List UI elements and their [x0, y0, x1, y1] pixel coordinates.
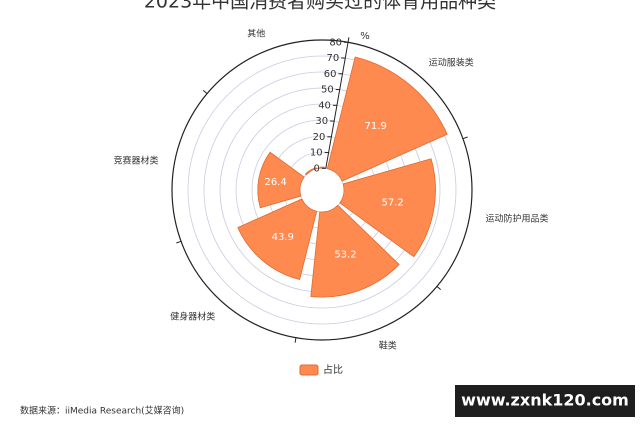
grid-circle: [187, 55, 457, 325]
bar: [237, 198, 318, 280]
angle-tick: [294, 337, 297, 343]
angle-tick: [347, 37, 350, 43]
value-label: 53.2: [334, 249, 356, 260]
radial-tick-label: 30: [315, 116, 328, 127]
angle-tick: [436, 286, 442, 291]
value-label: 26.4: [264, 177, 286, 188]
value-label: 71.9: [365, 121, 387, 132]
value-label: 43.9: [272, 232, 294, 243]
watermark-bg: [455, 385, 635, 417]
watermark: www.zxnk120.com: [461, 391, 629, 410]
value-label: 0.6: [305, 160, 321, 171]
angle-tick: [176, 240, 182, 244]
axis-unit: %: [360, 31, 370, 42]
bar: [304, 166, 325, 176]
category-label: 鞋类: [379, 339, 397, 351]
grid-circle: [171, 39, 473, 341]
legend-swatch: [299, 364, 319, 376]
radial-tick-label: 60: [324, 69, 337, 80]
category-label: 运动服装类: [429, 56, 474, 68]
category-label: 其他: [247, 28, 265, 40]
source: 数据来源：iiMedia Research(艾媒咨询): [20, 405, 184, 417]
category-label: 运动防护用品类: [485, 212, 548, 224]
radial-tick-label: 20: [313, 132, 326, 143]
radial-tick-label: 0: [313, 163, 319, 174]
bar: [339, 158, 436, 258]
radial-tick-label: 10: [310, 148, 323, 159]
bar: [326, 56, 448, 182]
value-label: 57.2: [382, 197, 404, 208]
angle-tick: [202, 89, 208, 94]
radial-tick-label: 40: [318, 100, 331, 111]
grid-circle: [203, 71, 441, 309]
legend-label: 占比: [323, 363, 343, 376]
bar: [257, 151, 305, 209]
angle-tick: [462, 136, 468, 140]
bar: [310, 204, 400, 298]
radial-tick-label: 70: [327, 53, 340, 64]
radial-tick-label: 80: [329, 37, 342, 48]
category-label: 健身器材类: [170, 311, 215, 323]
radial-tick-label: 50: [321, 85, 334, 96]
chart-title: 2023年中国消费者购买过的体育用品种类: [144, 0, 496, 13]
category-label: 竞赛器材类: [114, 155, 159, 167]
